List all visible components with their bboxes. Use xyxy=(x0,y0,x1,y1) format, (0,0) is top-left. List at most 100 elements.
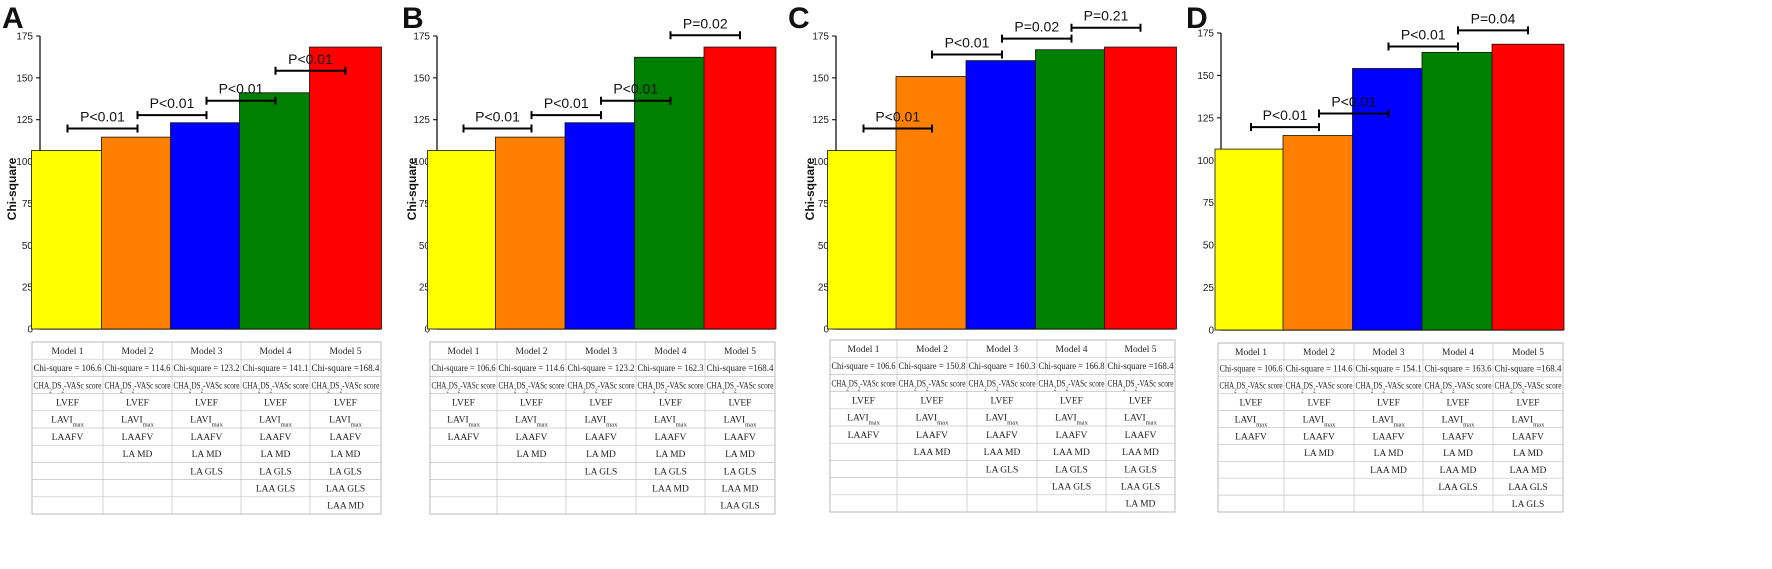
table-cell: LAAFV xyxy=(1125,431,1157,441)
table-cell: LAVImax xyxy=(190,416,223,429)
table-cell: LAA GLS xyxy=(1121,483,1160,493)
y-tick-label: 0 xyxy=(27,325,33,336)
table-cell: Model 4 xyxy=(260,347,292,357)
cell-text-part: -VASc score xyxy=(203,381,239,391)
y-tick-label: 25 xyxy=(1203,283,1215,294)
cell-text-part: -VASc score xyxy=(1525,382,1562,392)
y-tick-label: 75 xyxy=(419,199,431,210)
cell-text-part: DS xyxy=(725,381,734,391)
cell-text-part: max xyxy=(1077,419,1089,426)
cell-text-part: max xyxy=(1463,421,1475,428)
table-cell: Model 5 xyxy=(724,347,756,357)
panel-letter: B xyxy=(402,2,424,35)
table-cell: LA MD xyxy=(331,450,361,460)
table-cell: CHA2DS2-VASc score xyxy=(1425,382,1492,395)
table-cell: LVEF xyxy=(1240,398,1263,408)
table-cell: LA MD xyxy=(656,450,686,460)
cell-text-part: LAVI xyxy=(1055,414,1076,424)
table-cell: LAA MD xyxy=(984,448,1021,458)
cell-text-part: 2 xyxy=(1371,387,1373,394)
p-value-label: P<0.01 xyxy=(150,95,195,111)
p-value-label: P=0.04 xyxy=(1471,10,1516,26)
table-cell: LAA GLS xyxy=(326,485,365,495)
table-cell: Model 5 xyxy=(1512,348,1544,358)
table-cell: LA MD xyxy=(1513,449,1543,459)
p-value-label: P<0.01 xyxy=(544,95,589,111)
table-cell: LAA MD xyxy=(1053,448,1090,458)
cell-text-part: CHA xyxy=(1039,379,1054,389)
cell-text-part: max xyxy=(1007,419,1019,426)
table-cell: LVEF xyxy=(1517,398,1540,408)
p-value-label: P=0.02 xyxy=(1014,19,1059,35)
table-cell: Model 5 xyxy=(1125,345,1157,355)
p-value-label: P<0.01 xyxy=(945,35,990,51)
table-cell: LVEF xyxy=(729,399,752,409)
cell-text-part: 2 xyxy=(258,387,260,394)
table-cell: CHA2DS2-VASc score xyxy=(899,379,966,392)
cell-text-part: -VASc score xyxy=(460,381,495,391)
table-cell: CHA2DS2-VASc score xyxy=(174,381,240,394)
table-cell: LAVImax xyxy=(1124,414,1157,427)
table-cell: LAVImax xyxy=(1303,415,1336,428)
cell-text-part: CHA xyxy=(1286,382,1302,392)
cell-text-part: 2 xyxy=(339,387,342,394)
table-cell: Model 2 xyxy=(122,347,154,357)
cell-text-part: -VASc score xyxy=(1316,382,1353,392)
table-cell: Model 3 xyxy=(1373,348,1405,358)
cell-text-part: 2 xyxy=(846,385,848,392)
cell-text-part: LAVI xyxy=(1512,415,1533,425)
cell-text-part: DS xyxy=(1056,379,1065,389)
cell-text-part: 2 xyxy=(1135,385,1137,392)
cell-text-part: LAVI xyxy=(1235,415,1256,425)
table-cell: LAVImax xyxy=(585,416,618,429)
table-cell: LA MD xyxy=(586,450,616,460)
table-cell: LAAFV xyxy=(1056,431,1088,441)
table-cell: LAA GLS xyxy=(1438,483,1477,493)
cell-text-part: max xyxy=(937,419,949,426)
table-cell: CHA2DS2-VASc score xyxy=(638,381,704,394)
cell-text-part: CHA xyxy=(1425,382,1441,392)
table-cell: Chi-square =168.4 xyxy=(1108,362,1174,372)
cell-text-part: -VASc score xyxy=(860,379,895,389)
table-cell: Chi-square = 160.3 xyxy=(969,362,1036,372)
table-cell: Model 4 xyxy=(655,347,687,357)
model-table: Model 1 Model 2 Model 3 Model 4 Model 5 Chi-s… xyxy=(1217,342,1564,513)
p-value-label: P<0.01 xyxy=(1263,107,1308,123)
table-cell: LA MD xyxy=(1126,500,1156,510)
bar-model-1 xyxy=(1214,148,1288,331)
p-value-label: P<0.01 xyxy=(219,81,264,97)
table-cell: LAA GLS xyxy=(256,485,295,495)
cell-text-part: CHA xyxy=(312,381,328,391)
table-cell: Chi-square = 106.6 xyxy=(34,364,102,374)
cell-text-part: CHA xyxy=(969,379,985,389)
table-cell: CHA2DS2-VASc score xyxy=(707,381,774,394)
cell-text-part: CHA xyxy=(1495,382,1511,392)
bar-model-4 xyxy=(1035,49,1108,330)
cell-text-part: -VASc score xyxy=(999,379,1036,389)
table-cell: CHA2DS2-VASc score xyxy=(1039,379,1105,392)
table-cell: Model 2 xyxy=(916,345,948,355)
cell-text-part: max xyxy=(537,421,549,428)
cell-text-part: 2 xyxy=(1510,387,1513,394)
panel-letter: D xyxy=(1186,2,1208,35)
table-cell: LA GLS xyxy=(1512,500,1544,510)
cell-text-part: -VASc score xyxy=(1137,379,1173,389)
table-cell: Chi-square = 166.8 xyxy=(1039,362,1105,372)
table-cell: LAVImax xyxy=(847,414,880,427)
table-cell: Model 4 xyxy=(1442,348,1474,358)
cell-text-part: -VASc score xyxy=(1248,382,1283,392)
cell-text-part: 2 xyxy=(1234,387,1236,394)
chart-panel-d: D 0 25 50 75 100 125 150 175 P<0.01 P<0.01 P<0.01 P=… xyxy=(1186,2,1565,513)
table-cell: Chi-square = 123.2 xyxy=(568,364,635,374)
table-cell: LA MD xyxy=(1443,449,1473,459)
table-cell: LA MD xyxy=(1374,449,1404,459)
p-value-label: P=0.21 xyxy=(1084,8,1129,24)
table-cell: LAAFV xyxy=(1512,432,1544,442)
cell-text-part: DS xyxy=(122,381,131,391)
cell-text-part: -VASc score xyxy=(342,381,379,391)
y-tick-label: 175 xyxy=(812,32,829,43)
bar-model-2 xyxy=(895,76,969,330)
table-cell: LAA MD xyxy=(1510,466,1547,476)
bar-model-1 xyxy=(827,150,900,330)
cell-text-part: 2 xyxy=(446,387,448,394)
